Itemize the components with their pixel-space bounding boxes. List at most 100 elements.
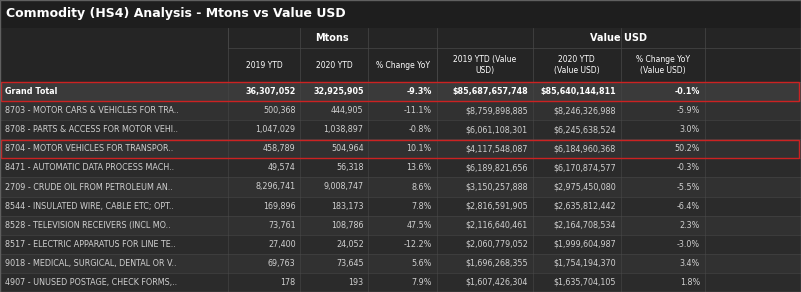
Bar xyxy=(0,48,801,82)
Text: 9018 - MEDICAL, SURGICAL, DENTAL OR V..: 9018 - MEDICAL, SURGICAL, DENTAL OR V.. xyxy=(5,259,176,268)
Text: 1,038,897: 1,038,897 xyxy=(324,125,364,134)
Text: 193: 193 xyxy=(348,278,364,287)
Bar xyxy=(1,82,799,101)
Text: 4907 - UNUSED POSTAGE, CHECK FORMS,..: 4907 - UNUSED POSTAGE, CHECK FORMS,.. xyxy=(5,278,177,287)
Text: -5.9%: -5.9% xyxy=(677,106,700,115)
Text: -0.3%: -0.3% xyxy=(677,164,700,172)
Text: 2.3%: 2.3% xyxy=(680,221,700,230)
Text: 500,368: 500,368 xyxy=(263,106,296,115)
Bar xyxy=(0,139,801,158)
Text: 1.8%: 1.8% xyxy=(680,278,700,287)
Text: $2,164,708,534: $2,164,708,534 xyxy=(553,221,616,230)
Text: 8528 - TELEVISION RECEIVERS (INCL MO..: 8528 - TELEVISION RECEIVERS (INCL MO.. xyxy=(5,221,171,230)
Text: % Change YoY
(Value USD): % Change YoY (Value USD) xyxy=(636,55,690,75)
Text: 32,925,905: 32,925,905 xyxy=(313,87,364,96)
Bar xyxy=(0,178,801,197)
Text: 2019 YTD: 2019 YTD xyxy=(246,60,283,69)
Bar xyxy=(0,101,801,120)
Text: % Change YoY: % Change YoY xyxy=(376,60,429,69)
Text: 24,052: 24,052 xyxy=(336,240,364,249)
Text: 56,318: 56,318 xyxy=(336,164,364,172)
Text: 8703 - MOTOR CARS & VEHICLES FOR TRA..: 8703 - MOTOR CARS & VEHICLES FOR TRA.. xyxy=(5,106,179,115)
Text: 178: 178 xyxy=(280,278,296,287)
Bar xyxy=(1,140,799,158)
Text: -0.1%: -0.1% xyxy=(674,87,700,96)
Text: -6.4%: -6.4% xyxy=(677,201,700,211)
Text: 13.6%: 13.6% xyxy=(406,164,432,172)
Text: 108,786: 108,786 xyxy=(331,221,364,230)
Text: 69,763: 69,763 xyxy=(268,259,296,268)
Text: 7.8%: 7.8% xyxy=(412,201,432,211)
Text: 8.6%: 8.6% xyxy=(412,182,432,192)
Text: 9,008,747: 9,008,747 xyxy=(324,182,364,192)
Text: $1,607,426,304: $1,607,426,304 xyxy=(465,278,528,287)
Text: 2709 - CRUDE OIL FROM PETROLEUM AN..: 2709 - CRUDE OIL FROM PETROLEUM AN.. xyxy=(5,182,172,192)
Bar xyxy=(0,120,801,139)
Text: $2,975,450,080: $2,975,450,080 xyxy=(553,182,616,192)
Text: 2020 YTD
(Value USD): 2020 YTD (Value USD) xyxy=(554,55,599,75)
Text: 8544 - INSULATED WIRE, CABLE ETC; OPT..: 8544 - INSULATED WIRE, CABLE ETC; OPT.. xyxy=(5,201,174,211)
Bar xyxy=(0,215,801,235)
Text: 50.2%: 50.2% xyxy=(674,144,700,153)
Text: $1,999,604,987: $1,999,604,987 xyxy=(553,240,616,249)
Text: Commodity (HS4) Analysis - Mtons vs Value USD: Commodity (HS4) Analysis - Mtons vs Valu… xyxy=(6,8,345,20)
Text: 73,761: 73,761 xyxy=(268,221,296,230)
Text: $1,635,704,105: $1,635,704,105 xyxy=(553,278,616,287)
Text: $6,245,638,524: $6,245,638,524 xyxy=(553,125,616,134)
Text: 47.5%: 47.5% xyxy=(406,221,432,230)
Text: 36,307,052: 36,307,052 xyxy=(245,87,296,96)
Text: $2,816,591,905: $2,816,591,905 xyxy=(465,201,528,211)
Bar xyxy=(0,158,801,178)
Text: $6,061,108,301: $6,061,108,301 xyxy=(465,125,528,134)
Text: -0.8%: -0.8% xyxy=(409,125,432,134)
Text: 169,896: 169,896 xyxy=(263,201,296,211)
Text: -9.3%: -9.3% xyxy=(406,87,432,96)
Text: $6,184,960,368: $6,184,960,368 xyxy=(553,144,616,153)
Text: $8,246,326,988: $8,246,326,988 xyxy=(553,106,616,115)
Bar xyxy=(0,235,801,254)
Text: -5.5%: -5.5% xyxy=(677,182,700,192)
Bar xyxy=(0,28,801,48)
Text: -3.0%: -3.0% xyxy=(677,240,700,249)
Text: 5.6%: 5.6% xyxy=(412,259,432,268)
Bar xyxy=(0,0,801,28)
Text: 8704 - MOTOR VEHICLES FOR TRANSPOR..: 8704 - MOTOR VEHICLES FOR TRANSPOR.. xyxy=(5,144,173,153)
Text: 183,173: 183,173 xyxy=(331,201,364,211)
Text: 3.0%: 3.0% xyxy=(680,125,700,134)
Text: $6,189,821,656: $6,189,821,656 xyxy=(465,164,528,172)
Text: $85,687,657,748: $85,687,657,748 xyxy=(452,87,528,96)
Text: 2020 YTD: 2020 YTD xyxy=(316,60,352,69)
Text: 458,789: 458,789 xyxy=(263,144,296,153)
Text: 2019 YTD (Value
USD): 2019 YTD (Value USD) xyxy=(453,55,516,75)
Text: 3.4%: 3.4% xyxy=(680,259,700,268)
Text: -11.1%: -11.1% xyxy=(404,106,432,115)
Text: $6,170,874,577: $6,170,874,577 xyxy=(553,164,616,172)
Text: 27,400: 27,400 xyxy=(268,240,296,249)
Text: 1,047,029: 1,047,029 xyxy=(256,125,296,134)
Text: $1,754,194,370: $1,754,194,370 xyxy=(553,259,616,268)
Text: $1,696,268,355: $1,696,268,355 xyxy=(465,259,528,268)
Bar xyxy=(0,273,801,292)
Text: $2,635,812,442: $2,635,812,442 xyxy=(553,201,616,211)
Text: $85,640,144,811: $85,640,144,811 xyxy=(541,87,616,96)
Text: 7.9%: 7.9% xyxy=(411,278,432,287)
Text: $4,117,548,087: $4,117,548,087 xyxy=(465,144,528,153)
Bar xyxy=(0,254,801,273)
Text: 8,296,741: 8,296,741 xyxy=(256,182,296,192)
Text: -12.2%: -12.2% xyxy=(404,240,432,249)
Text: 504,964: 504,964 xyxy=(331,144,364,153)
Text: 8708 - PARTS & ACCESS FOR MOTOR VEHI..: 8708 - PARTS & ACCESS FOR MOTOR VEHI.. xyxy=(5,125,178,134)
Text: Value USD: Value USD xyxy=(590,33,647,43)
Text: 8517 - ELECTRIC APPARATUS FOR LINE TE..: 8517 - ELECTRIC APPARATUS FOR LINE TE.. xyxy=(5,240,175,249)
Text: 10.1%: 10.1% xyxy=(406,144,432,153)
Text: 444,905: 444,905 xyxy=(331,106,364,115)
Text: $2,116,640,461: $2,116,640,461 xyxy=(465,221,528,230)
Text: $8,759,898,885: $8,759,898,885 xyxy=(465,106,528,115)
Bar xyxy=(0,197,801,215)
Text: $3,150,257,888: $3,150,257,888 xyxy=(465,182,528,192)
Text: $2,060,779,052: $2,060,779,052 xyxy=(465,240,528,249)
Text: 8471 - AUTOMATIC DATA PROCESS MACH..: 8471 - AUTOMATIC DATA PROCESS MACH.. xyxy=(5,164,174,172)
Text: 49,574: 49,574 xyxy=(268,164,296,172)
Text: 73,645: 73,645 xyxy=(336,259,364,268)
Text: Grand Total: Grand Total xyxy=(5,87,57,96)
